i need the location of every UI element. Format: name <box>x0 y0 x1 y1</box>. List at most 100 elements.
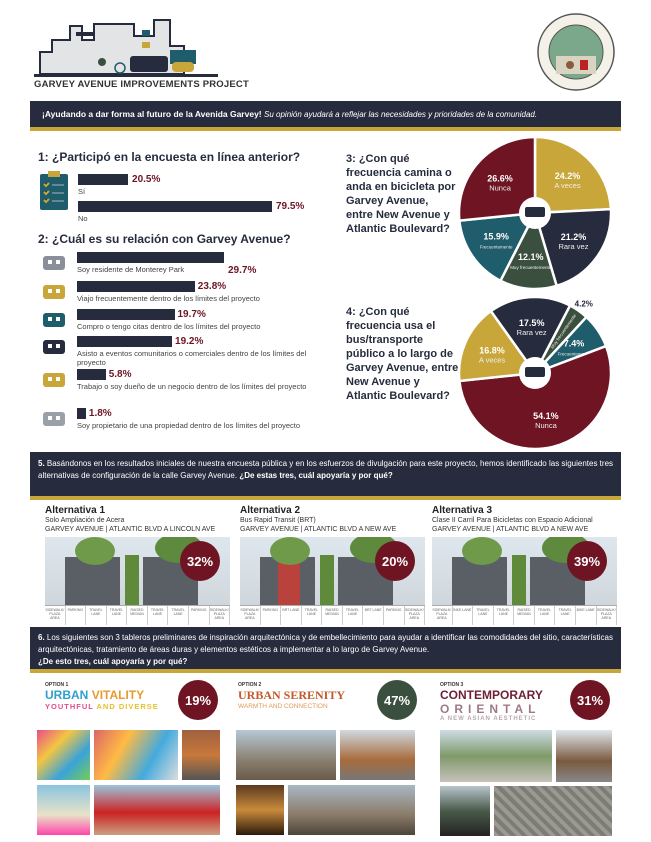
lane-label: RAISED MEDIAN <box>322 606 343 625</box>
q6-question: ¿De esto tres, cuál apoyaría y por qué? <box>38 657 188 666</box>
moodboard-photo <box>236 785 284 835</box>
q2-label: Trabajo o soy dueño de un negocio dentro… <box>77 382 307 391</box>
moodboard-photo <box>182 730 220 780</box>
option-subtitle: YOUTHFUL <box>45 702 94 711</box>
alternative-1[interactable]: Alternativa 1 Solo Ampliación de Acera GAR… <box>45 505 240 625</box>
alternative-title: Alternativa 2 <box>240 505 301 516</box>
moodboard-photo <box>236 730 336 780</box>
option-title: CONTEMPORARY <box>440 688 543 702</box>
q2-title: 2: ¿Cuál es su relación con Garvey Avenu… <box>38 232 291 246</box>
option-3[interactable]: OPTION 3 CONTEMPORARY ORIENTAL A NEW ASI… <box>440 682 543 722</box>
pie-percent: 16.8% <box>479 346 505 356</box>
lane-label: TRAVEL LANE <box>535 606 556 625</box>
lane-label: BIKE LANE <box>453 606 474 625</box>
pie-slice-a-veces <box>457 309 538 383</box>
q2-bar <box>77 252 224 263</box>
pie-percent: 12.1% <box>518 252 544 262</box>
pie-slice-rara-vez <box>489 295 572 376</box>
q6-text: Los siguientes son 3 tableros preliminar… <box>38 633 613 654</box>
moodboard-photo <box>556 730 612 782</box>
pie-label: Frecuentemente <box>480 245 513 250</box>
car-icon <box>40 279 68 301</box>
alternative-subtitle: Solo Ampliación de Acera <box>45 517 125 524</box>
q2-percent: 23.8% <box>197 281 227 292</box>
q1-percent: 79.5% <box>275 201 305 212</box>
clipboard-icon <box>38 170 70 212</box>
q1-percent: 20.5% <box>132 174 161 185</box>
option-1[interactable]: OPTION 1 URBAN VITALITY YOUTHFUL AND DIV… <box>45 682 159 711</box>
moodboard-photo <box>94 730 178 780</box>
street-rendering: 32% <box>45 537 230 605</box>
lane-label: TRAVEL LANE <box>302 606 323 625</box>
option-subtitle-b: AND DIVERSE <box>96 702 159 711</box>
pie-label: A veces <box>479 356 506 365</box>
pie-slice-frecuentemente <box>458 211 538 283</box>
pie-label: Muy frecuentemente <box>510 265 552 270</box>
q5-number: 5. <box>38 459 45 468</box>
pie-label: Nunca <box>535 421 558 430</box>
pie-slice-a-veces <box>533 135 613 215</box>
lane-label: TRAVEL LANE <box>86 606 107 625</box>
lane-label: TRAVEL LANE <box>555 606 576 625</box>
lane-label: PARKING <box>66 606 87 625</box>
moodboard-photo <box>288 785 415 835</box>
option-2[interactable]: OPTION 2 URBAN SERENITY WARMTH AND CONNE… <box>238 682 345 710</box>
lane-label: BRT LANE <box>363 606 384 625</box>
lane-label: SIDEWALK/ PLAZA AREA <box>210 606 231 625</box>
house-icon <box>40 250 68 272</box>
q2-bar <box>77 281 195 292</box>
option-title: URBAN SERENITY <box>238 688 346 702</box>
pie-percent: 54.1% <box>533 411 559 421</box>
q2-percent: 19.2% <box>175 336 204 347</box>
option-subtitle: WARMTH AND CONNECTION <box>238 703 328 710</box>
alternative-percent: 20% <box>375 541 415 581</box>
q2-percent: 5.8% <box>108 369 132 380</box>
q5-banner: 5. Basándonos en los resultados iniciale… <box>30 452 621 500</box>
option-title: URBAN <box>45 688 89 702</box>
project-title: GARVEY AVENUE IMPROVEMENTS PROJECT <box>34 79 249 90</box>
alternative-3[interactable]: Alternativa 3 Clase II Carril Para Bicicl… <box>432 505 627 625</box>
pedestrian-bike-icon-glyph <box>525 207 545 217</box>
alternative-2[interactable]: Alternativa 2 Bus Rapid Transit (BRT) GARV… <box>240 505 435 625</box>
pie-slice-nunca <box>457 135 537 222</box>
q3-title: 3: ¿Con qué frecuencia camina o anda en … <box>346 153 456 235</box>
moodboard-photo <box>340 730 415 780</box>
q4-title: 4: ¿Con qué frecuencia usa el bus/transp… <box>346 306 459 402</box>
street-rendering: 20% <box>240 537 425 605</box>
alternative-subtitle: Bus Rapid Transit (BRT) <box>240 517 316 524</box>
alternative-percent: 32% <box>180 541 220 581</box>
pie-percent: 4.2% <box>575 299 593 308</box>
intro-banner: ¡Ayudando a dar forma al futuro de la Av… <box>30 101 621 131</box>
lane-label: TRAVEL LANE <box>148 606 169 625</box>
banner-italic-text: Su opinión ayudará a reflejar las necesi… <box>264 110 538 119</box>
moodboard-photo <box>440 730 552 782</box>
lane-label: PARKING <box>384 606 405 625</box>
q1-label: Sí <box>78 187 86 196</box>
option-title-b: VITALITY <box>91 688 145 702</box>
option-title-b: ORIENTAL <box>440 702 541 716</box>
moodboard-photo <box>494 786 612 836</box>
pie-label: Rara vez <box>517 328 547 337</box>
q2-label: Compro o tengo citas dentro de los límit… <box>77 322 261 331</box>
pie-percent: 15.9% <box>483 232 509 242</box>
lane-label: TRAVEL LANE <box>168 606 189 625</box>
pie-label: Rara vez <box>558 242 588 251</box>
shopping-bag-icon <box>40 307 68 329</box>
city-seal <box>536 12 616 92</box>
moodboard-photo <box>37 730 90 780</box>
moodboard-photo <box>440 786 490 836</box>
moodboard-photo <box>37 785 90 835</box>
alternative-location: GARVEY AVENUE | ATLANTIC BLVD A LINCOLN … <box>45 526 216 533</box>
option-label: OPTION 3 <box>440 682 464 688</box>
pie-label: A veces <box>554 181 581 190</box>
lane-label: SIDEWALK/ PLAZA AREA <box>240 606 261 625</box>
lane-label: BIKE LANE <box>576 606 597 625</box>
lane-label: TRAVEL LANE <box>473 606 494 625</box>
lane-labels: SIDEWALK/ PLAZA AREA PARKING TRAVEL LANE TR… <box>45 605 231 625</box>
pie-slice-nunca <box>458 344 613 450</box>
q2-bar <box>77 408 86 419</box>
lane-label: SIDEWALK/ PLAZA AREA <box>405 606 426 625</box>
q2-percent: 1.8% <box>88 408 112 419</box>
bus-icon-glyph <box>525 367 545 377</box>
